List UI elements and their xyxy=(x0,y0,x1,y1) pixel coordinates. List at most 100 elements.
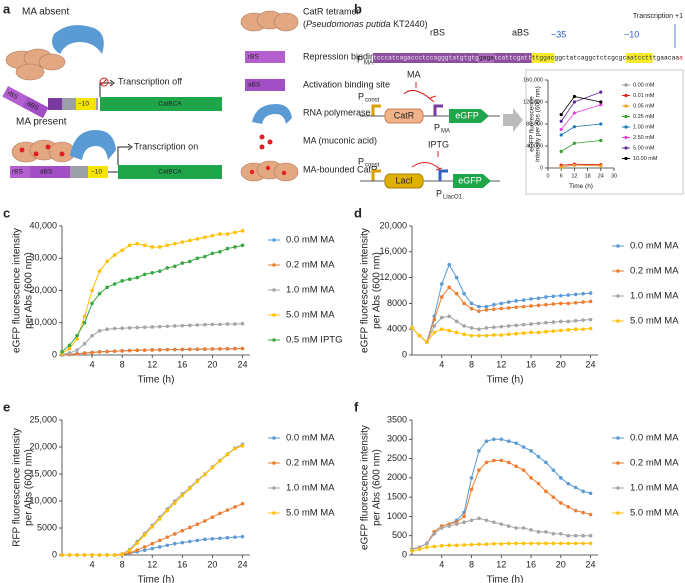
y-axis-label: eGFP fluorescence intensity xyxy=(12,228,23,353)
data-point xyxy=(551,531,556,536)
data-point xyxy=(559,319,563,324)
data-point xyxy=(210,251,215,256)
data-point xyxy=(506,306,511,310)
legend-swatch xyxy=(624,146,628,150)
legend-swatch xyxy=(272,461,276,465)
data-point xyxy=(75,352,79,356)
inducer-label: IPTG xyxy=(428,139,449,149)
gene-label: LacI xyxy=(395,175,412,185)
data-point xyxy=(477,304,481,309)
legend-label: 1.0 mM MA xyxy=(286,483,335,494)
inhibit-arrow xyxy=(403,82,437,103)
data-point xyxy=(120,248,124,252)
series-line xyxy=(411,315,591,343)
legend-label: 0.0 mM MA xyxy=(630,241,679,252)
data-point xyxy=(240,534,245,539)
data-point xyxy=(180,347,185,352)
y-tick-label: 20,000 xyxy=(379,220,407,230)
data-point xyxy=(572,94,577,99)
seq-highlight xyxy=(373,53,479,63)
y-axis-label: RFP fluorescence intensity xyxy=(12,428,23,547)
minus10-box xyxy=(76,98,96,110)
panel-label: d xyxy=(354,205,362,220)
data-point xyxy=(188,238,192,243)
legend-label: 5.0 mM MA xyxy=(630,508,679,519)
data-point xyxy=(559,301,563,306)
legend-swatch xyxy=(616,436,620,440)
data-point xyxy=(410,549,414,553)
data-point xyxy=(599,138,603,143)
legend-text: ( xyxy=(303,19,306,29)
data-point xyxy=(157,545,162,549)
data-point xyxy=(157,269,162,273)
data-point xyxy=(150,348,155,352)
data-point xyxy=(225,322,230,326)
data-point xyxy=(544,329,548,334)
data-point xyxy=(559,476,563,480)
data-point xyxy=(573,319,578,323)
y-tick-label: 0 xyxy=(402,349,407,359)
y-tick-label: 12,000 xyxy=(379,272,407,282)
legend-label: 0.0 mM MA xyxy=(286,235,335,246)
y-axis-label: eGFP fluorescence intensity xyxy=(360,228,371,353)
seq-highlight xyxy=(531,53,555,63)
data-point xyxy=(514,305,518,310)
data-point xyxy=(506,460,511,465)
y-axis-label: eGFP fluorescence intensity xyxy=(360,425,371,550)
series-line xyxy=(61,244,243,353)
data-point xyxy=(218,459,222,463)
legend-text: MA (muconic acid) xyxy=(303,135,377,145)
catr-icon xyxy=(5,48,66,81)
legend-label: 0.5 mM IPTG xyxy=(286,335,342,346)
data-point xyxy=(536,330,541,335)
x-tick-label: 20 xyxy=(556,360,566,370)
data-point xyxy=(572,111,577,115)
x-tick-label: 16 xyxy=(177,560,187,570)
promoter-sub: MA xyxy=(364,61,373,67)
data-point xyxy=(462,291,466,296)
data-point xyxy=(559,531,563,536)
data-point xyxy=(566,301,571,306)
legend-swatch xyxy=(624,125,628,129)
y-axis-label: per Abs (600 nm) xyxy=(372,252,383,329)
data-point xyxy=(454,522,459,526)
data-point xyxy=(462,520,466,525)
data-point xyxy=(544,460,548,465)
data-point xyxy=(97,553,102,557)
data-point xyxy=(157,245,162,249)
legend-swatch xyxy=(272,313,276,317)
data-point xyxy=(529,476,533,480)
data-point xyxy=(173,241,177,246)
x-tick-label: 12 xyxy=(571,173,577,179)
y-tick-label: 40,000 xyxy=(526,143,543,149)
data-point xyxy=(82,314,87,319)
data-point xyxy=(82,553,87,557)
y-axis-label: intensity per Abs (600 nm) xyxy=(535,86,542,162)
data-point xyxy=(120,552,124,556)
data-point xyxy=(559,293,563,298)
site-label: rBS xyxy=(430,27,445,37)
data-point xyxy=(127,548,132,553)
data-point xyxy=(573,508,578,513)
data-point xyxy=(233,245,237,249)
data-point xyxy=(410,326,414,330)
data-point xyxy=(588,533,593,538)
data-point xyxy=(559,119,563,123)
data-point xyxy=(135,348,139,353)
rnap-icon xyxy=(252,104,292,124)
y-tick-label: 15,000 xyxy=(29,468,57,478)
rnap-icon xyxy=(52,25,104,54)
data-point xyxy=(157,324,162,329)
flow-arrow xyxy=(503,108,523,132)
data-point xyxy=(97,350,102,354)
seq-highlight xyxy=(493,53,532,63)
data-point xyxy=(165,508,170,513)
data-point xyxy=(521,322,526,327)
legend-swatch xyxy=(616,269,620,273)
data-point xyxy=(469,326,474,330)
data-point xyxy=(521,526,526,530)
x-tick-label: 8 xyxy=(120,560,125,570)
data-point xyxy=(566,541,571,546)
data-point xyxy=(173,324,177,328)
data-point xyxy=(112,349,117,354)
